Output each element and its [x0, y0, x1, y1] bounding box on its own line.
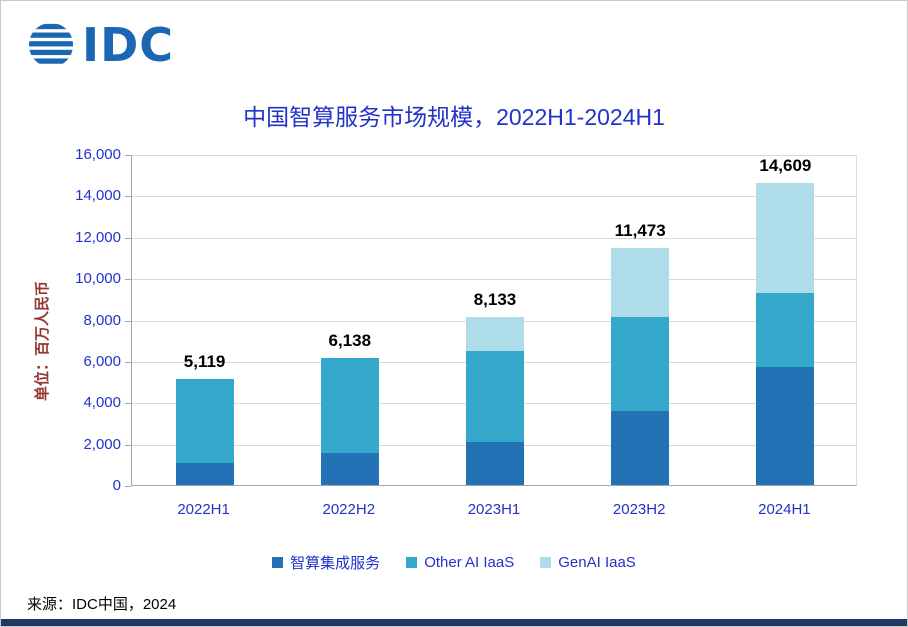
y-tick-label: 12,000	[75, 228, 121, 246]
y-tick-label: 0	[112, 477, 121, 494]
bar-segment	[756, 292, 815, 368]
gridline	[132, 237, 856, 239]
x-tick-label: 2024H1	[758, 501, 811, 518]
bar-total-label: 11,473	[614, 220, 666, 240]
legend-swatch	[406, 557, 418, 568]
plot-area: 5,119 6,138 8,133 11,473 14,609	[131, 155, 857, 486]
x-tick-label: 2022H2	[322, 501, 376, 518]
bar-group-2023H1: 8,133	[422, 155, 567, 485]
source-text: 来源：IDC中国，2024	[27, 596, 177, 613]
bar-segment	[175, 379, 234, 464]
bar-segment	[756, 182, 815, 293]
gridline	[132, 196, 856, 198]
y-axis-tickmark	[125, 320, 131, 322]
x-tick-label: 2023H1	[467, 501, 521, 518]
idc-logo-text: IDC	[82, 18, 175, 72]
bar-segment	[756, 367, 815, 485]
y-axis-tickmark	[125, 237, 131, 239]
bar-segment	[465, 316, 524, 351]
y-axis-tickmark	[125, 403, 131, 405]
y-tick-label: 8,000	[83, 311, 121, 329]
bar-group-2023H2: 11,473	[568, 155, 713, 485]
bar-group-2022H1: 5,119	[132, 155, 277, 485]
y-axis-tickmark	[125, 279, 131, 281]
chart-title: 中国智算服务市场规模，2022H1-2024H1	[243, 104, 665, 130]
bar-total-label: 5,119	[183, 352, 226, 372]
bar-segment	[611, 317, 670, 411]
legend-label: GenAI IaaS	[558, 554, 636, 571]
y-tick-label: 4,000	[83, 394, 121, 412]
legend-label: Other AI IaaS	[424, 554, 515, 571]
y-axis-tickmark	[125, 486, 131, 487]
y-axis-tickmark	[125, 196, 131, 198]
bar-group-2022H2: 6,138	[277, 155, 422, 485]
y-axis-tickmark	[125, 361, 131, 363]
gridline	[132, 155, 856, 156]
y-axis-tickmark	[125, 155, 131, 156]
legend-label: 智算集成服务	[290, 555, 381, 572]
legend-swatch	[272, 557, 284, 568]
y-axis-tickmark	[125, 444, 131, 446]
idc-logo: IDC	[27, 21, 174, 69]
y-tick-label: 16,000	[75, 146, 121, 163]
y-tick-label: 10,000	[75, 270, 121, 288]
legend-item: GenAI IaaS	[540, 554, 636, 571]
y-tick-label: 2,000	[83, 435, 121, 453]
legend-swatch	[540, 557, 552, 568]
bottom-accent-bar	[1, 619, 907, 626]
legend-item: 智算集成服务	[272, 552, 380, 573]
bar-segment	[465, 350, 524, 442]
bar-segment	[320, 452, 379, 485]
legend-item: Other AI IaaS	[406, 554, 514, 571]
idc-globe-icon	[28, 23, 74, 64]
bar-segment	[465, 441, 524, 485]
gridline	[132, 279, 856, 281]
bar-group-2024H1: 14,609	[713, 155, 858, 485]
bar-total-label: 6,138	[328, 331, 372, 351]
legend: 智算集成服务 Other AI IaaS GenAI IaaS	[1, 552, 907, 573]
x-tick-label: 2022H1	[177, 501, 230, 518]
bar-segment	[175, 463, 234, 485]
x-tick-label: 2023H2	[612, 501, 666, 518]
bar-segment	[611, 410, 670, 485]
bar-total-label: 8,133	[473, 289, 517, 309]
y-tick-label: 14,000	[75, 187, 121, 205]
bar-segment	[611, 247, 670, 318]
y-tick-label: 6,000	[83, 352, 121, 370]
bar-total-label: 14,609	[759, 155, 812, 175]
bar-segment	[320, 358, 379, 453]
